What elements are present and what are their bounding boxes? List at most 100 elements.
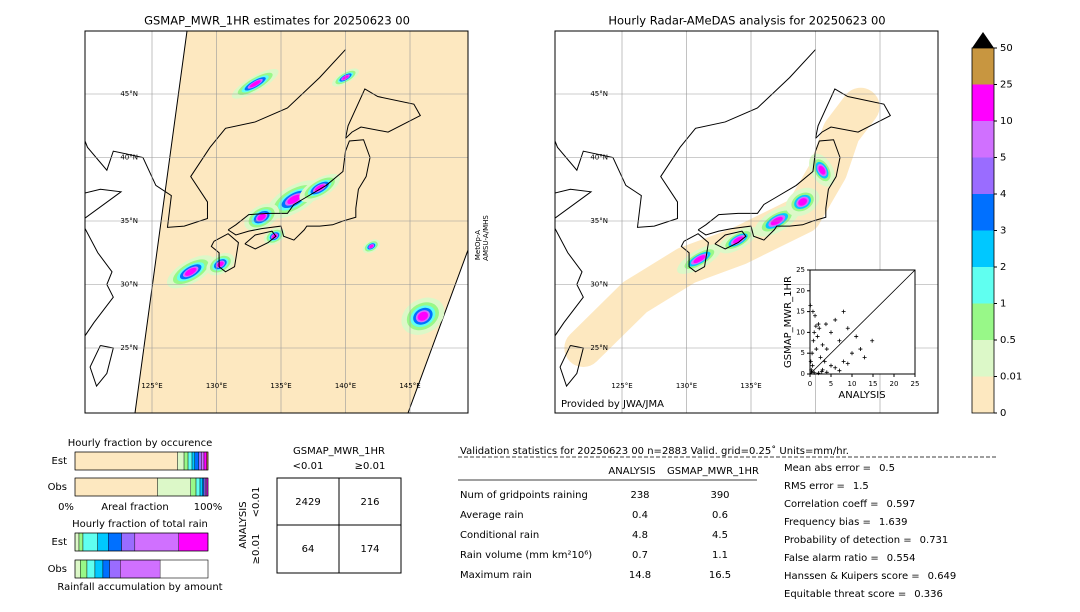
- fraction-segment: [94, 559, 104, 579]
- fraction-segment: [183, 451, 189, 471]
- row-label: Obs: [48, 482, 67, 493]
- score-name: Hanssen & Kuipers score =: [784, 571, 920, 582]
- scatter-point: [817, 326, 822, 331]
- coastline: [85, 49, 346, 228]
- colorbar-extend: [972, 32, 994, 48]
- scatter-point: [824, 370, 829, 375]
- scatter-point: [809, 367, 814, 372]
- scatter-point: [810, 309, 815, 314]
- row-header: ≥0.01: [251, 534, 262, 565]
- fraction-segment: [194, 451, 199, 471]
- x-tick-label: 10: [848, 380, 857, 388]
- fraction-segment: [157, 477, 191, 497]
- lat-label: 45°N: [120, 90, 138, 98]
- credit: Provided by JWA/JMA: [561, 399, 664, 410]
- stat-value: 4.5: [712, 530, 728, 541]
- colorbar-segment: [972, 194, 994, 231]
- score-value: 1.5: [853, 481, 869, 492]
- score-value: 0.336: [914, 589, 943, 600]
- scatter-point: [829, 363, 833, 368]
- y-tick-label: 25: [796, 266, 805, 274]
- colorbar-label: 10: [1000, 116, 1013, 127]
- swath: [134, 31, 468, 413]
- y-tick-label: 0: [801, 370, 805, 378]
- map-title: Hourly Radar-AMeDAS analysis for 2025062…: [608, 14, 885, 28]
- colorbar-segment: [972, 230, 994, 267]
- lat-label: 25°N: [120, 344, 138, 352]
- table-cell: 2429: [295, 497, 320, 508]
- scatter-point: [870, 338, 875, 343]
- column-header: <0.01: [293, 461, 324, 472]
- lon-label: 130°E: [206, 382, 227, 390]
- coastline: [89, 344, 114, 388]
- rain-area: [732, 236, 744, 244]
- rain-area: [287, 194, 301, 205]
- coastline: [345, 88, 422, 139]
- rain-area: [417, 311, 429, 321]
- fraction-segment: [74, 559, 81, 579]
- map-frame: [84, 30, 469, 414]
- x-tick-label: 15: [869, 380, 878, 388]
- diagonal: [809, 269, 916, 375]
- scatter-point: [813, 324, 818, 329]
- scatter-point: [862, 355, 867, 360]
- colorbar-segment: [972, 48, 994, 85]
- table-cell: 216: [360, 497, 379, 508]
- colorbar-label: 0.5: [1000, 335, 1016, 346]
- y-tick-label: 15: [796, 308, 805, 316]
- scatter-point: [816, 322, 821, 327]
- lon-label: 135°E: [270, 382, 291, 390]
- lat-label: 30°N: [120, 281, 138, 289]
- row-header: <0.01: [251, 487, 262, 518]
- stat-value: 390: [710, 490, 729, 501]
- colorbar-segment: [972, 121, 994, 158]
- scatter-point: [824, 347, 829, 352]
- colorbar-label: 5: [1000, 153, 1006, 164]
- scatter-point: [841, 359, 846, 364]
- row-label: Est: [52, 537, 68, 548]
- coastline: [555, 49, 816, 228]
- fraction-segment: [191, 451, 195, 471]
- lat-label: 40°N: [120, 154, 138, 162]
- table-cell: 174: [360, 544, 379, 555]
- bar-frame: [74, 532, 209, 552]
- coastline: [559, 344, 584, 388]
- rain-area: [257, 213, 266, 221]
- stat-value: 1.1: [712, 550, 728, 561]
- rain-area: [314, 184, 325, 192]
- fraction-segment: [134, 532, 179, 552]
- stats-header: Validation statistics for 20250623 00 n=…: [460, 445, 849, 457]
- stat-value: 0.7: [632, 550, 648, 561]
- stat-value: 0.4: [632, 510, 648, 521]
- fraction-segment: [82, 532, 98, 552]
- row-axis: ANALYSIS: [238, 501, 249, 548]
- score-name: False alarm ratio =: [784, 553, 879, 564]
- bar-frame: [74, 451, 209, 471]
- fraction-segment: [80, 559, 88, 579]
- x-tick-label: 0: [808, 380, 812, 388]
- rain-area: [369, 244, 374, 249]
- scatter-point: [809, 369, 814, 374]
- rain-area: [271, 234, 278, 239]
- colorbar-segment: [972, 84, 994, 121]
- stat-name: Maximum rain: [460, 570, 532, 581]
- lon-label: 145°E: [399, 382, 420, 390]
- score-name: Probability of detection =: [784, 535, 912, 546]
- coastline: [697, 139, 841, 241]
- y-tick-label: 20: [796, 287, 805, 295]
- scatter-point: [850, 351, 854, 356]
- rain-area: [693, 255, 706, 264]
- stat-name: Conditional rain: [460, 530, 539, 541]
- rain-area: [249, 80, 261, 88]
- x-axis-label: ANALYSIS: [838, 390, 885, 401]
- rain-area: [818, 165, 826, 175]
- fraction-segment: [199, 477, 203, 497]
- colorbar-label: 0: [1000, 408, 1006, 419]
- bar-frame: [74, 559, 209, 579]
- scatter-point: [811, 338, 816, 343]
- map-frame: [554, 30, 939, 414]
- colorbar-label: 50: [1000, 43, 1013, 54]
- score-name: Mean abs error =: [784, 463, 871, 474]
